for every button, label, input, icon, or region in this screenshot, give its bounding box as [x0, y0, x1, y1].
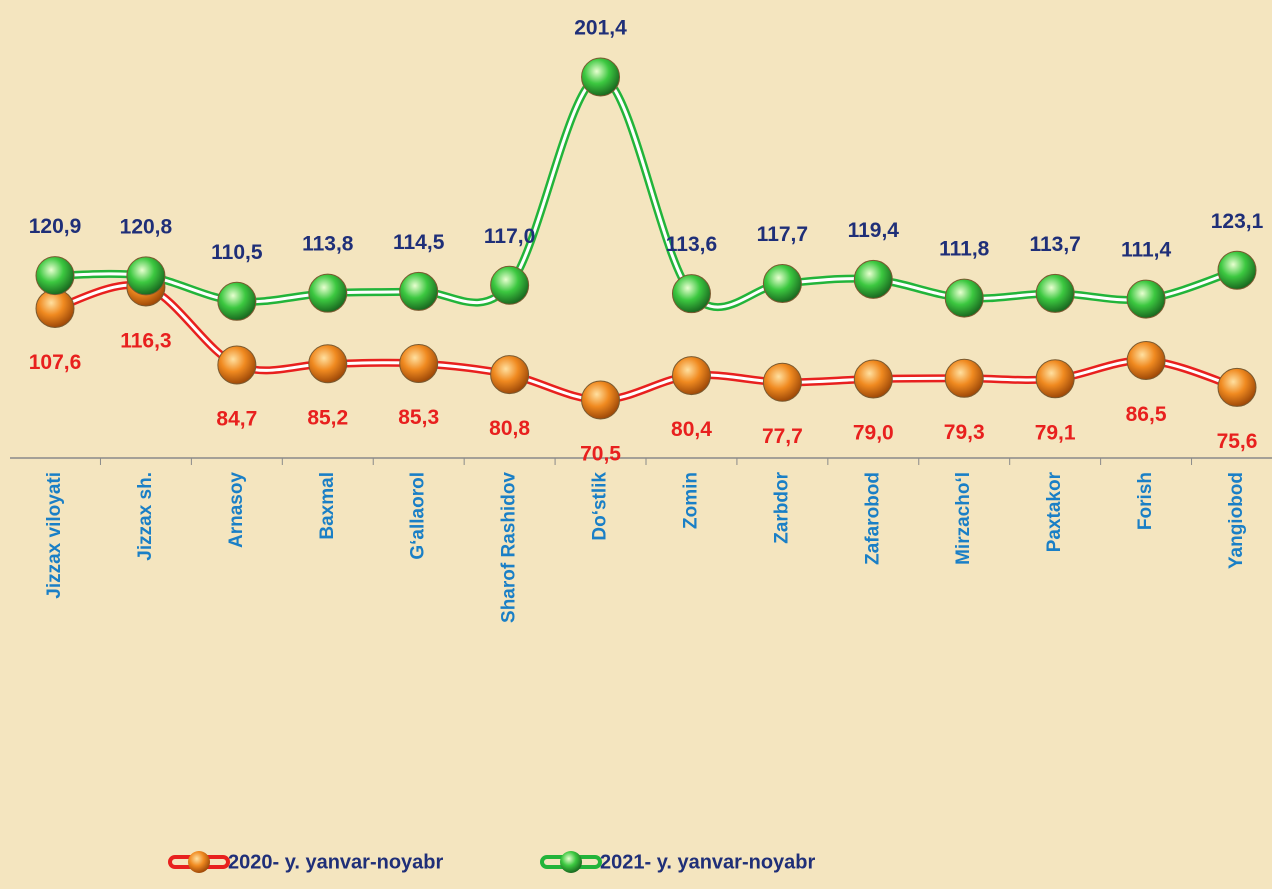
- x-tick-label: Mirzacho‘l: [953, 472, 974, 565]
- point: [944, 358, 984, 398]
- point: [853, 259, 893, 299]
- legend-label: 2021- y. yanvar-noyabr: [600, 851, 816, 873]
- data-label: 114,5: [393, 231, 445, 254]
- data-label: 201,4: [574, 17, 627, 40]
- x-tick-label: Zomin: [680, 472, 701, 529]
- point: [1217, 367, 1257, 407]
- data-label: 79,3: [944, 421, 985, 444]
- data-label: 110,5: [211, 241, 263, 264]
- data-label: 116,3: [120, 330, 171, 353]
- point: [581, 380, 621, 420]
- legend-marker: [540, 851, 602, 873]
- point: [853, 359, 893, 399]
- series-line-inner: [54, 75, 1238, 309]
- point: [1035, 359, 1075, 399]
- series-line: [54, 72, 1239, 311]
- x-tick-label: Jizzax sh.: [135, 472, 156, 561]
- data-label: 70,5: [580, 443, 621, 466]
- point: [1035, 273, 1075, 313]
- data-label: 77,7: [762, 425, 803, 448]
- point: [490, 355, 530, 395]
- data-label: 84,7: [216, 408, 257, 431]
- data-label: 79,1: [1035, 421, 1076, 444]
- point: [671, 274, 711, 314]
- point: [1217, 250, 1257, 290]
- x-tick-label: Arnasoy: [226, 472, 247, 548]
- legend: 2020- y. yanvar-noyabr 2021- y. yanvar-n…: [168, 851, 816, 873]
- point: [399, 271, 439, 311]
- legend-marker: [168, 851, 230, 873]
- x-tick-label: Jizzax viloyati: [44, 472, 65, 599]
- data-label: 85,2: [307, 406, 348, 429]
- point: [399, 343, 439, 383]
- data-label: 113,8: [302, 233, 354, 256]
- data-label: 80,8: [489, 417, 530, 440]
- data-label: 120,8: [120, 215, 173, 238]
- data-label: 117,0: [484, 225, 535, 248]
- data-label: 120,9: [29, 215, 82, 238]
- data-label: 113,7: [1029, 233, 1080, 256]
- point: [581, 57, 621, 97]
- point: [126, 256, 166, 296]
- legend-label: 2020- y. yanvar-noyabr: [228, 851, 444, 873]
- data-label: 111,8: [939, 238, 990, 261]
- x-tick-label: Yangiobod: [1226, 472, 1247, 569]
- point: [671, 356, 711, 396]
- point: [308, 273, 348, 313]
- x-tick-label: G‘allaorol: [408, 472, 429, 560]
- x-tick-label: Baxmal: [317, 472, 338, 540]
- point: [217, 281, 257, 321]
- data-label: 117,7: [757, 223, 808, 246]
- data-label: 107,6: [29, 351, 82, 374]
- point: [944, 278, 984, 318]
- x-tick-label: Zarbdor: [771, 471, 792, 543]
- data-label: 86,5: [1126, 403, 1167, 426]
- x-tick-label: Do‘stlik: [590, 472, 611, 541]
- data-label: 75,6: [1217, 430, 1258, 453]
- point: [490, 265, 530, 305]
- point: [217, 345, 257, 385]
- point: [1126, 279, 1166, 319]
- data-label: 80,4: [671, 418, 712, 441]
- point: [762, 362, 802, 402]
- x-tick-label: Forish: [1135, 472, 1156, 530]
- point: [308, 344, 348, 384]
- x-tick-label: Sharof Rashidov: [499, 472, 520, 623]
- data-label: 119,4: [848, 219, 900, 242]
- data-label: 111,4: [1121, 239, 1172, 262]
- data-label: 113,6: [666, 233, 717, 256]
- x-tick-label: Zafarobod: [862, 472, 883, 565]
- point: [1126, 341, 1166, 381]
- x-tick-label: Paxtakor: [1044, 471, 1065, 552]
- data-label: 123,1: [1211, 210, 1264, 233]
- point: [35, 288, 75, 328]
- point: [762, 264, 802, 304]
- point: [35, 256, 75, 296]
- data-label: 85,3: [398, 406, 439, 429]
- data-label: 79,0: [853, 422, 894, 445]
